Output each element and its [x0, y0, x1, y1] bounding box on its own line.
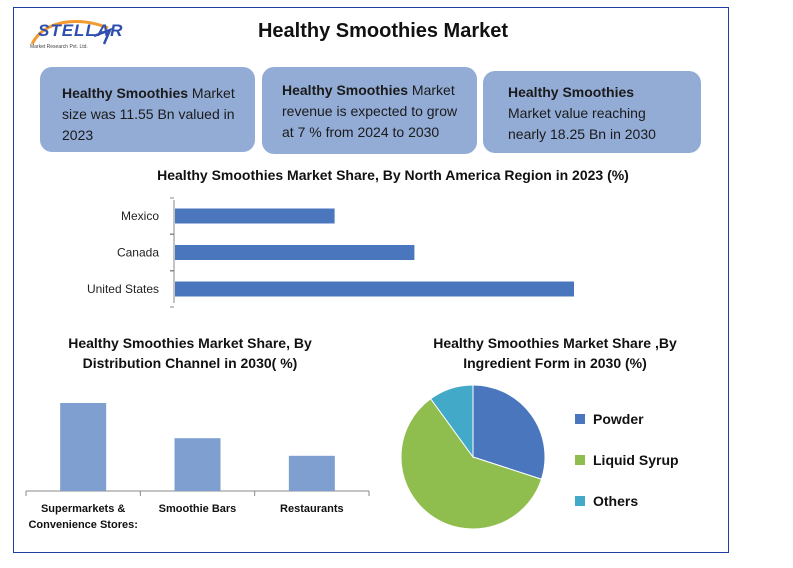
distribution-tick-label: Smoothie Bars	[159, 503, 237, 515]
stat-box-text: Market value reaching nearly 18.25 Bn in…	[508, 105, 656, 142]
ingredient-chart-title: Healthy Smoothies Market Share ,By Ingre…	[433, 335, 677, 371]
pie-slice-others	[429, 384, 474, 459]
region-chart-title: Healthy Smoothies Market Share, By North…	[157, 167, 629, 183]
logo: STELLAR Market Research Pvt. Ltd.	[24, 14, 122, 58]
stat-box-growth: Healthy Smoothies Market revenue is expe…	[262, 67, 477, 154]
frame-border	[13, 7, 729, 553]
legend-label: Powder	[593, 411, 644, 427]
stat-box-bold: Healthy Smoothies	[508, 84, 635, 100]
legend-swatch-others	[575, 496, 585, 506]
pie-slice-liquid-syrup	[400, 398, 543, 530]
stat-box-bold: Healthy Smoothies	[282, 82, 409, 98]
page-title: Healthy Smoothies Market	[257, 20, 509, 42]
stat-box-forecast: Healthy Smoothies Market value reaching …	[483, 71, 701, 153]
distribution-bar-3	[288, 455, 335, 491]
distribution-chart-title: Healthy Smoothies Market Share, By Distr…	[68, 335, 312, 371]
legend-swatch-liquid-syrup	[575, 455, 585, 465]
distribution-tick-label: Restaurants	[280, 503, 344, 515]
stat-box-market-size: Healthy Smoothies Market size was 11.55 …	[40, 67, 255, 152]
logo-tagline: Market Research Pvt. Ltd.	[30, 44, 88, 50]
distribution-bar-2	[174, 438, 221, 491]
logo-swoosh-icon	[30, 20, 113, 45]
logo-name: STELLAR	[38, 21, 124, 40]
distribution-bar-1	[60, 403, 107, 491]
pie-slice-powder	[472, 384, 546, 480]
distribution-tick-label: Supermarkets & Convenience Stores:	[28, 503, 137, 531]
legend-label: Liquid Syrup	[593, 452, 679, 468]
region-tick-label: Mexico	[121, 209, 159, 223]
legend-item-others: Others	[575, 493, 638, 509]
region-bar-chart: Mexico Canada United States	[87, 197, 574, 308]
stat-box-text: Market revenue is expected to grow at 7 …	[282, 82, 458, 140]
legend-swatch-powder	[575, 414, 585, 424]
region-tick-label: United States	[87, 282, 159, 296]
region-bar-canada	[175, 245, 415, 260]
region-bar-mexico	[175, 208, 335, 224]
legend-item-liquid-syrup: Liquid Syrup	[575, 452, 679, 468]
distribution-bar-chart: Supermarkets & Convenience Stores: Smoothi…	[25, 403, 370, 531]
region-bar-united-states	[175, 281, 574, 297]
legend-item-powder: Powder	[575, 411, 644, 427]
stat-box-text: Market size was 11.55 Bn valued in 2023	[62, 85, 235, 143]
ingredient-pie-chart	[400, 384, 546, 530]
region-tick-label: Canada	[117, 246, 159, 260]
stat-box-bold: Healthy Smoothies	[62, 85, 189, 101]
legend-label: Others	[593, 493, 639, 509]
